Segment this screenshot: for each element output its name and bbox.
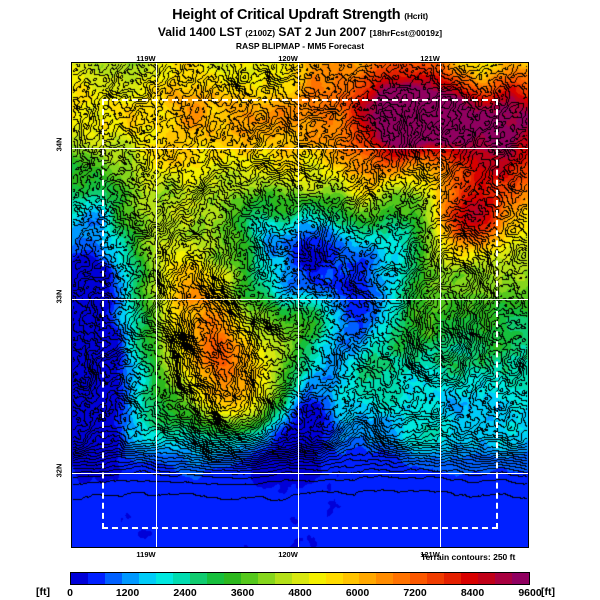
colorbar-swatch-5: [155, 573, 173, 584]
colorbar-tick-4800: 4800: [288, 587, 312, 599]
lat-label-left-3: 32N: [54, 463, 64, 478]
colorbar-swatch-16: [342, 573, 360, 584]
valid-date: SAT 2 Jun 2007: [278, 25, 367, 39]
colorbar-swatch-21: [427, 573, 445, 584]
page-title: Height of Critical Updraft Strength (Hcr…: [0, 8, 600, 24]
lon-label-bottom-1: 119W: [136, 550, 156, 559]
colorbar-swatch-12: [274, 573, 292, 584]
colorbar-swatch-4: [138, 573, 156, 584]
colorbar[interactable]: [70, 572, 530, 585]
lon-label-top-2: 120W: [278, 54, 298, 63]
gridline-lon-1: [156, 63, 157, 547]
colorbar-swatch-19: [393, 573, 411, 584]
valid-zulu-time: (2100Z): [245, 28, 276, 38]
model-line: RASP BLIPMAP - MM5 Forecast: [235, 41, 365, 51]
lat-label-left-1: 34N: [54, 137, 64, 152]
gridline-lat-2: [72, 299, 528, 300]
forecast-stamp: [18hrFcst@0019z]: [369, 28, 443, 38]
gridline-lat-3: [72, 473, 528, 474]
colorbar-swatch-23: [461, 573, 479, 584]
colorbar-unit-left: [ft]: [36, 586, 50, 598]
colorbar-swatch-26: [512, 573, 530, 584]
colorbar-swatch-1: [87, 573, 105, 584]
colorbar-swatch-22: [444, 573, 462, 584]
map-raster: [72, 63, 528, 547]
colorbar-panel: 119W 120W 121W Terrain contours: 250 ft …: [0, 550, 600, 600]
colorbar-swatch-13: [291, 573, 309, 584]
colorbar-swatch-9: [223, 573, 241, 584]
colorbar-tick-3600: 3600: [230, 587, 255, 599]
colorbar-unit-right: [ft]: [541, 586, 555, 598]
page-title-text: Height of Critical Updraft Strength: [172, 7, 401, 23]
lat-label-left-2: 33N: [54, 289, 64, 304]
forecast-map[interactable]: 34N 33N 32N: [71, 62, 529, 548]
colorbar-swatch-14: [308, 573, 326, 584]
colorbar-tick-8400: 8400: [460, 587, 485, 599]
page-title-subscript: (Hcrit): [404, 11, 428, 21]
colorbar-tick-0: 0: [67, 587, 73, 599]
colorbar-swatch-18: [376, 573, 394, 584]
colorbar-tick-6000: 6000: [345, 587, 370, 599]
colorbar-swatch-11: [257, 573, 275, 584]
terrain-contour-note: Terrain contours: 250 ft: [421, 552, 516, 562]
colorbar-tick-1200: 1200: [115, 587, 140, 599]
colorbar-swatch-15: [325, 573, 343, 584]
colorbar-swatch-6: [172, 573, 190, 584]
lon-label-top-3: 121W: [420, 54, 440, 63]
colorbar-swatch-8: [206, 573, 224, 584]
lon-label-bottom-2: 120W: [278, 550, 298, 559]
colorbar-swatch-17: [359, 573, 377, 584]
colorbar-swatch-25: [495, 573, 513, 584]
title-block: Height of Critical Updraft Strength (Hcr…: [0, 8, 600, 52]
colorbar-swatch-20: [410, 573, 428, 584]
colorbar-tick-7200: 7200: [403, 587, 427, 599]
gridline-lon-3: [440, 63, 441, 547]
valid-time-line: Valid 1400 LST (2100Z) SAT 2 Jun 2007 [1…: [0, 25, 600, 40]
lon-label-top-1: 119W: [136, 54, 156, 63]
colorbar-tick-9600: 9600: [518, 587, 542, 599]
colorbar-tick-2400: 2400: [173, 587, 197, 599]
colorbar-swatch-10: [240, 573, 258, 584]
lon-label-bottom-3: 121W: [420, 550, 440, 559]
colorbar-swatch-3: [121, 573, 139, 584]
colorbar-swatch-2: [104, 573, 122, 584]
gridline-lon-2: [298, 63, 299, 547]
gridline-lat-1: [72, 148, 528, 149]
colorbar-swatch-0: [71, 573, 88, 584]
colorbar-swatch-7: [189, 573, 207, 584]
valid-local-time: Valid 1400 LST: [157, 25, 242, 39]
colorbar-swatch-24: [478, 573, 496, 584]
